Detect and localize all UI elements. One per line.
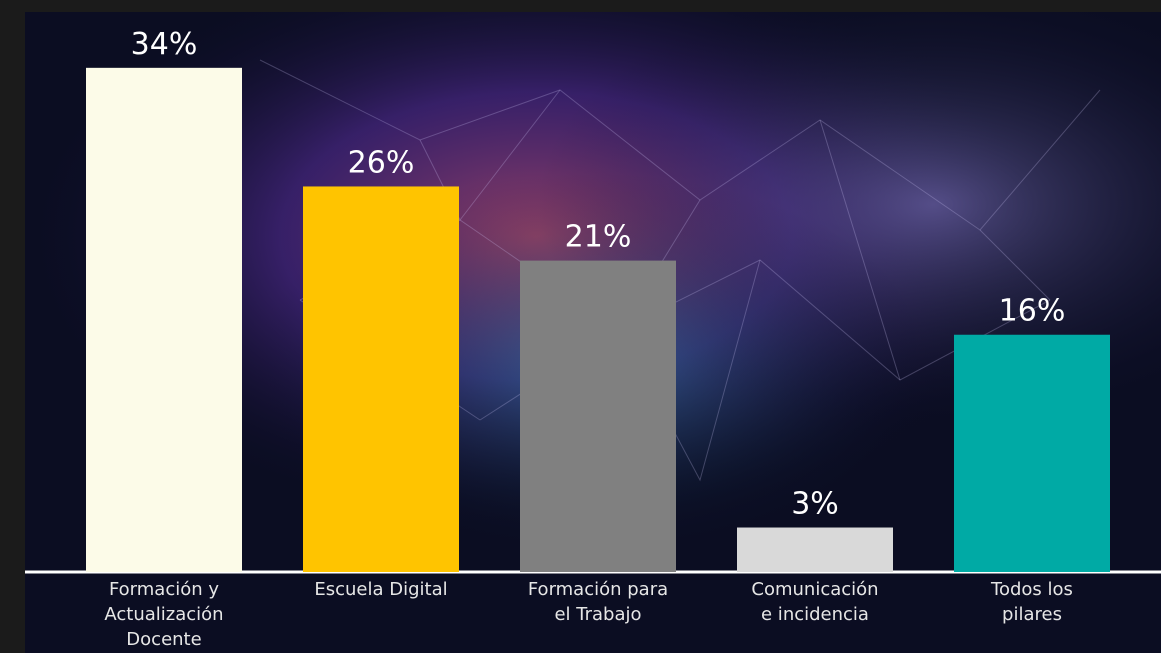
bar — [737, 527, 893, 572]
x-tick-label-line: Comunicación — [751, 579, 879, 600]
x-tick-label-line: Docente — [126, 629, 202, 650]
x-tick-label-line: el Trabajo — [554, 604, 642, 625]
x-tick-label-line: pilares — [1002, 604, 1062, 625]
value-label: 26% — [348, 145, 415, 180]
x-tick-label: Todos los pilares — [932, 577, 1132, 627]
x-tick-label-line: e incidencia — [761, 604, 869, 625]
value-label: 3% — [791, 487, 839, 522]
x-tick-label-line: Formación para — [527, 579, 669, 600]
bar — [86, 67, 242, 572]
bar — [954, 334, 1110, 572]
x-tick-label-line: Formación y — [108, 579, 220, 600]
value-label: 16% — [999, 294, 1066, 329]
x-tick-label-line: Todos los — [991, 579, 1073, 600]
x-tick-label-line: Escuela Digital — [314, 579, 448, 600]
x-tick-label: Formación para el Trabajo — [498, 577, 698, 627]
x-tick-label: Escuela Digital — [281, 577, 481, 602]
value-label: 34% — [131, 27, 198, 62]
x-tick-label: Formación y Actualización Docente — [64, 577, 264, 652]
bar — [520, 260, 676, 572]
bar — [303, 186, 459, 572]
x-tick-label-line: Actualización — [104, 604, 224, 625]
x-tick-label: Comunicación e incidencia — [715, 577, 915, 627]
value-label: 21% — [565, 220, 632, 255]
